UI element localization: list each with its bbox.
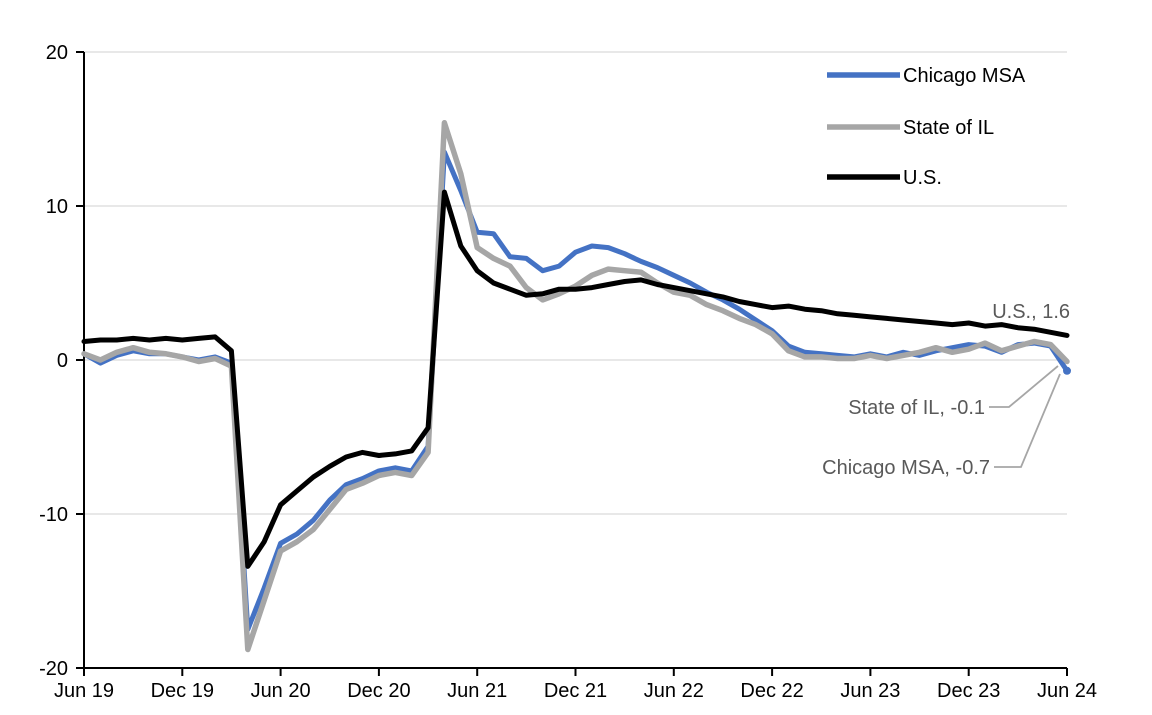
y-tick-label--10: -10 — [39, 504, 68, 526]
y-tick-label--20: -20 — [39, 658, 68, 680]
x-tick-label-jun-23: Jun 23 — [840, 680, 900, 702]
x-tick-label-dec-23: Dec 23 — [937, 680, 1000, 702]
gridlines — [84, 51, 1067, 515]
y-tick-label-0: 0 — [57, 350, 68, 372]
legend: Chicago MSA State of IL U.S. — [827, 65, 1026, 189]
x-tick-label-jun-20: Jun 20 — [251, 680, 311, 702]
line-u-s- — [81, 189, 1070, 569]
x-tick-label-jun-21: Jun 21 — [447, 680, 507, 702]
legend-label-state-of-il: State of IL — [903, 117, 994, 139]
chicago-msa-end-dot — [1063, 366, 1071, 375]
end-value-annotations: U.S., 1.6 State of IL, -0.1 Chicago MSA,… — [822, 301, 1070, 479]
legend-label-us: U.S. — [903, 167, 942, 189]
annotation-us-value: U.S., 1.6 — [992, 301, 1070, 323]
x-tick-label-jun-19: Jun 19 — [54, 680, 114, 702]
x-tick-label-dec-22: Dec 22 — [740, 680, 803, 702]
x-tick-label-dec-19: Dec 19 — [151, 680, 214, 702]
legend-label-chicago-msa: Chicago MSA — [903, 65, 1026, 87]
series-lines — [81, 120, 1071, 653]
y-tick-label-20: 20 — [46, 42, 68, 64]
leader-line-chicago-msa — [994, 373, 1061, 468]
annotation-state-of-il-value: State of IL, -0.1 — [848, 397, 985, 419]
line-state-of-il — [81, 120, 1070, 653]
y-tick-label-10: 10 — [46, 196, 68, 218]
annotation-chicago-msa-value: Chicago MSA, -0.7 — [822, 457, 990, 479]
leader-line-state-of-il — [989, 365, 1059, 408]
x-tick-label-dec-21: Dec 21 — [544, 680, 607, 702]
x-tick-label-dec-20: Dec 20 — [347, 680, 410, 702]
x-tick-label-jun-24: Jun 24 — [1037, 680, 1097, 702]
x-tick-label-jun-22: Jun 22 — [644, 680, 704, 702]
